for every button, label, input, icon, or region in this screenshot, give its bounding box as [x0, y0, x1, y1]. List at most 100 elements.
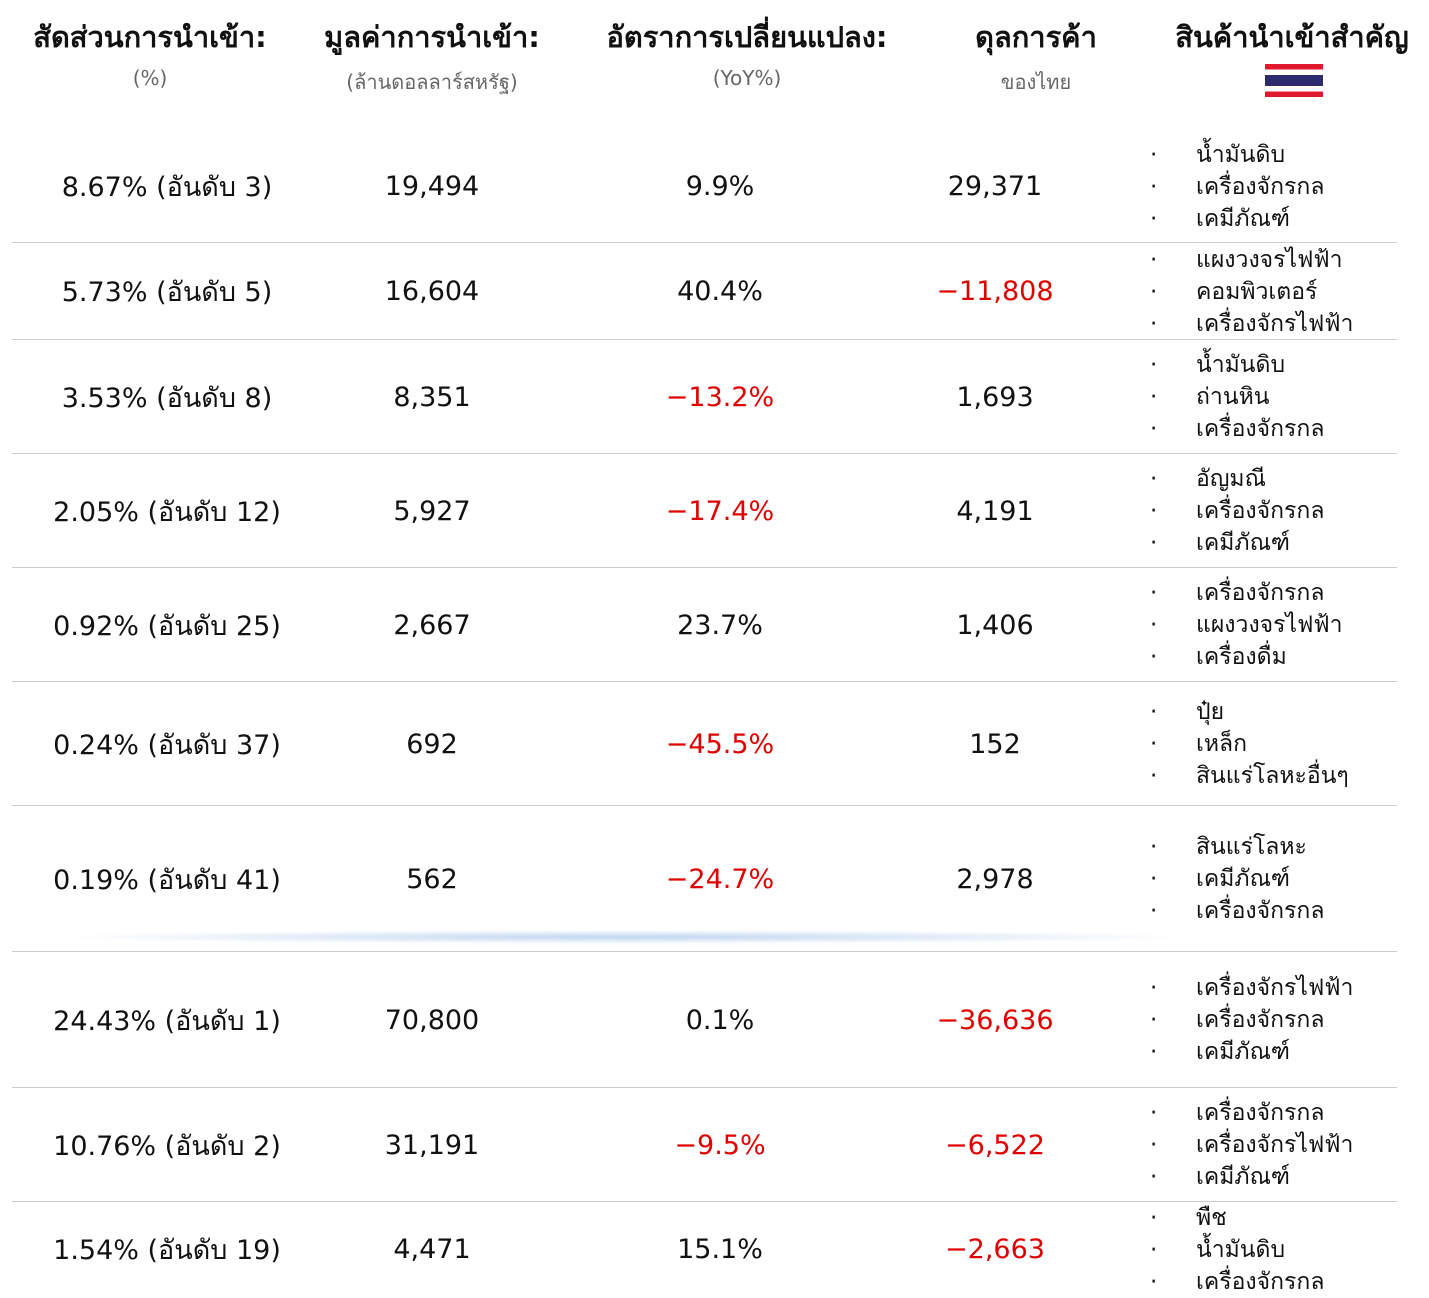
bullet: · — [1150, 173, 1158, 200]
product-item: · เคมีภัณฑ์ — [1150, 527, 1324, 559]
product-name: น้ำมันดิบ — [1196, 352, 1286, 378]
product-name: เครื่องจักรกล — [1196, 416, 1325, 442]
product-item: · สินแร่โลหะอื่นๆ — [1150, 760, 1349, 792]
product-item: · เครื่องจักรกล — [1150, 895, 1324, 927]
product-item: · น้ำมันดิบ — [1150, 349, 1324, 381]
balance-cell: 29,371 — [947, 171, 1043, 202]
product-item: · เครื่องจักรกล — [1150, 171, 1324, 203]
product-name: เครื่องจักรกล — [1196, 173, 1325, 200]
product-item: · เครื่องจักรไฟฟ้า — [1150, 972, 1353, 1004]
thai-flag — [1265, 64, 1323, 97]
product-item: · น้ำมันดิบ — [1150, 1234, 1324, 1266]
product-name: เครื่องจักรกล — [1196, 1268, 1325, 1295]
row-divider — [12, 951, 1397, 952]
column-title: สินค้านำเข้าสำคัญ — [1175, 20, 1409, 54]
product-name: สินแร่โลหะ — [1196, 834, 1307, 860]
product-item: · เครื่องจักรกล — [1150, 1097, 1353, 1129]
share-cell: 24.43% (อันดับ 1) — [53, 1005, 281, 1037]
yoy-cell: 40.4% — [677, 276, 763, 307]
bullet: · — [1150, 278, 1158, 305]
balance-cell: −11,808 — [936, 276, 1054, 307]
table-row: 0.19% (อันดับ 41) 562 −24.7% 2,978 · สินแร่โล… — [0, 806, 1429, 952]
balance-cell: −36,636 — [936, 1004, 1054, 1036]
column-subtitle: (%) — [132, 66, 168, 90]
product-list: · พืช · น้ำมันดิบ · เครื่องจักรกล — [1150, 1202, 1324, 1297]
table-row: 10.76% (อันดับ 2) 31,191 −9.5% −6,522 · เครื่… — [0, 1088, 1429, 1202]
column-subtitle: ของไทย — [1000, 70, 1072, 94]
bullet: · — [1150, 1132, 1158, 1158]
column-title: มูลค่าการนำเข้า: — [324, 20, 540, 54]
product-item: · เครื่องจักรกล — [1150, 1266, 1324, 1298]
bullet: · — [1150, 246, 1158, 273]
table-row: 8.67% (อันดับ 3) 19,494 9.9% 29,371 · น้ำมันด… — [0, 130, 1429, 243]
product-name: เครื่องจักรไฟฟ้า — [1196, 310, 1354, 337]
product-name: เครื่องจักรไฟฟ้า — [1196, 1132, 1354, 1158]
value-cell: 4,471 — [393, 1234, 471, 1265]
product-item: · คอมพิวเตอร์ — [1150, 276, 1353, 308]
bullet: · — [1150, 731, 1158, 757]
product-item: · เครื่องดื่ม — [1150, 641, 1343, 673]
product-name: แผงวงจรไฟฟ้า — [1196, 612, 1343, 638]
value-cell: 2,667 — [393, 609, 471, 641]
row-divider — [12, 805, 1397, 806]
product-name: คอมพิวเตอร์ — [1196, 278, 1318, 305]
yoy-cell: −45.5% — [665, 728, 775, 760]
bullet: · — [1150, 1039, 1158, 1065]
bullet: · — [1150, 310, 1158, 337]
product-item: · แผงวงจรไฟฟ้า — [1150, 244, 1353, 276]
product-name: เหล็ก — [1196, 731, 1248, 757]
bullet: · — [1150, 498, 1158, 524]
share-cell: 3.53% (อันดับ 8) — [61, 382, 273, 414]
bullet: · — [1150, 1236, 1158, 1263]
table-row: 24.43% (อันดับ 1) 70,800 0.1% −36,636 · เครื่… — [0, 952, 1429, 1088]
product-name: เครื่องจักรกล — [1196, 498, 1325, 524]
yoy-cell: 15.1% — [677, 1234, 763, 1265]
product-list: · อัญมณี · เครื่องจักรกล · เคมีภัณฑ์ — [1150, 454, 1324, 568]
product-item: · เครื่องจักรไฟฟ้า — [1150, 308, 1353, 340]
column-title: อัตราการเปลี่ยนแปลง: — [606, 20, 888, 54]
bullet: · — [1150, 580, 1158, 606]
row-divider — [12, 339, 1397, 340]
product-list: · น้ำมันดิบ · ถ่านหิน · เครื่องจักรกล — [1150, 340, 1324, 454]
product-item: · เครื่องจักรกล — [1150, 577, 1343, 609]
product-item: · น้ำมันดิบ — [1150, 139, 1324, 171]
product-name: เครื่องจักรไฟฟ้า — [1196, 975, 1354, 1001]
product-name: เครื่องจักรกล — [1196, 898, 1325, 924]
product-item: · อัญมณี — [1150, 463, 1324, 495]
share-cell: 10.76% (อันดับ 2) — [53, 1130, 281, 1162]
product-list: · ปุ๋ย · เหล็ก · สินแร่โลหะอื่นๆ — [1150, 682, 1349, 806]
row-divider — [12, 453, 1397, 454]
bullet: · — [1150, 699, 1158, 725]
product-name: สินแร่โลหะอื่นๆ — [1196, 763, 1349, 789]
product-item: · เคมีภัณฑ์ — [1150, 1036, 1353, 1068]
bullet: · — [1150, 1007, 1158, 1033]
share-cell: 0.24% (อันดับ 37) — [53, 729, 281, 761]
product-item: · พืช — [1150, 1202, 1324, 1234]
balance-cell: 2,978 — [956, 863, 1034, 895]
product-name: เครื่องจักรกล — [1196, 1100, 1325, 1126]
table-row: 1.54% (อันดับ 19) 4,471 15.1% −2,663 · พืช · น้… — [0, 1202, 1429, 1297]
table-row: 0.24% (อันดับ 37) 692 −45.5% 152 · ปุ๋ย · เหล็ก… — [0, 682, 1429, 806]
bullet: · — [1150, 530, 1158, 556]
product-name: เคมีภัณฑ์ — [1196, 530, 1290, 556]
product-item: · เครื่องจักรไฟฟ้า — [1150, 1129, 1353, 1161]
product-list: · เครื่องจักรกล · แผงวงจรไฟฟ้า · เครื่องดื่ม — [1150, 568, 1343, 682]
product-name: น้ำมันดิบ — [1196, 1236, 1286, 1263]
product-name: แผงวงจรไฟฟ้า — [1196, 246, 1343, 273]
share-cell: 2.05% (อันดับ 12) — [53, 496, 281, 528]
bullet: · — [1150, 352, 1158, 378]
product-list: · แผงวงจรไฟฟ้า · คอมพิวเตอร์ · เครื่องจักรไฟฟ… — [1150, 243, 1353, 340]
product-item: · เหล็ก — [1150, 728, 1349, 760]
table-row: 5.73% (อันดับ 5) 16,604 40.4% −11,808 · แผงวง… — [0, 243, 1429, 340]
product-name: เคมีภัณฑ์ — [1196, 1164, 1290, 1190]
value-cell: 70,800 — [384, 1004, 480, 1036]
bullet: · — [1150, 466, 1158, 492]
product-list: · เครื่องจักรไฟฟ้า · เครื่องจักรกล · เคมีภัณฑ… — [1150, 952, 1353, 1088]
value-cell: 19,494 — [384, 171, 480, 202]
divider-shadow — [50, 930, 1200, 944]
yoy-cell: 0.1% — [685, 1004, 755, 1036]
product-name: ถ่านหิน — [1196, 384, 1270, 410]
share-cell: 1.54% (อันดับ 19) — [53, 1235, 281, 1266]
bullet: · — [1150, 416, 1158, 442]
yoy-cell: 23.7% — [677, 609, 763, 641]
